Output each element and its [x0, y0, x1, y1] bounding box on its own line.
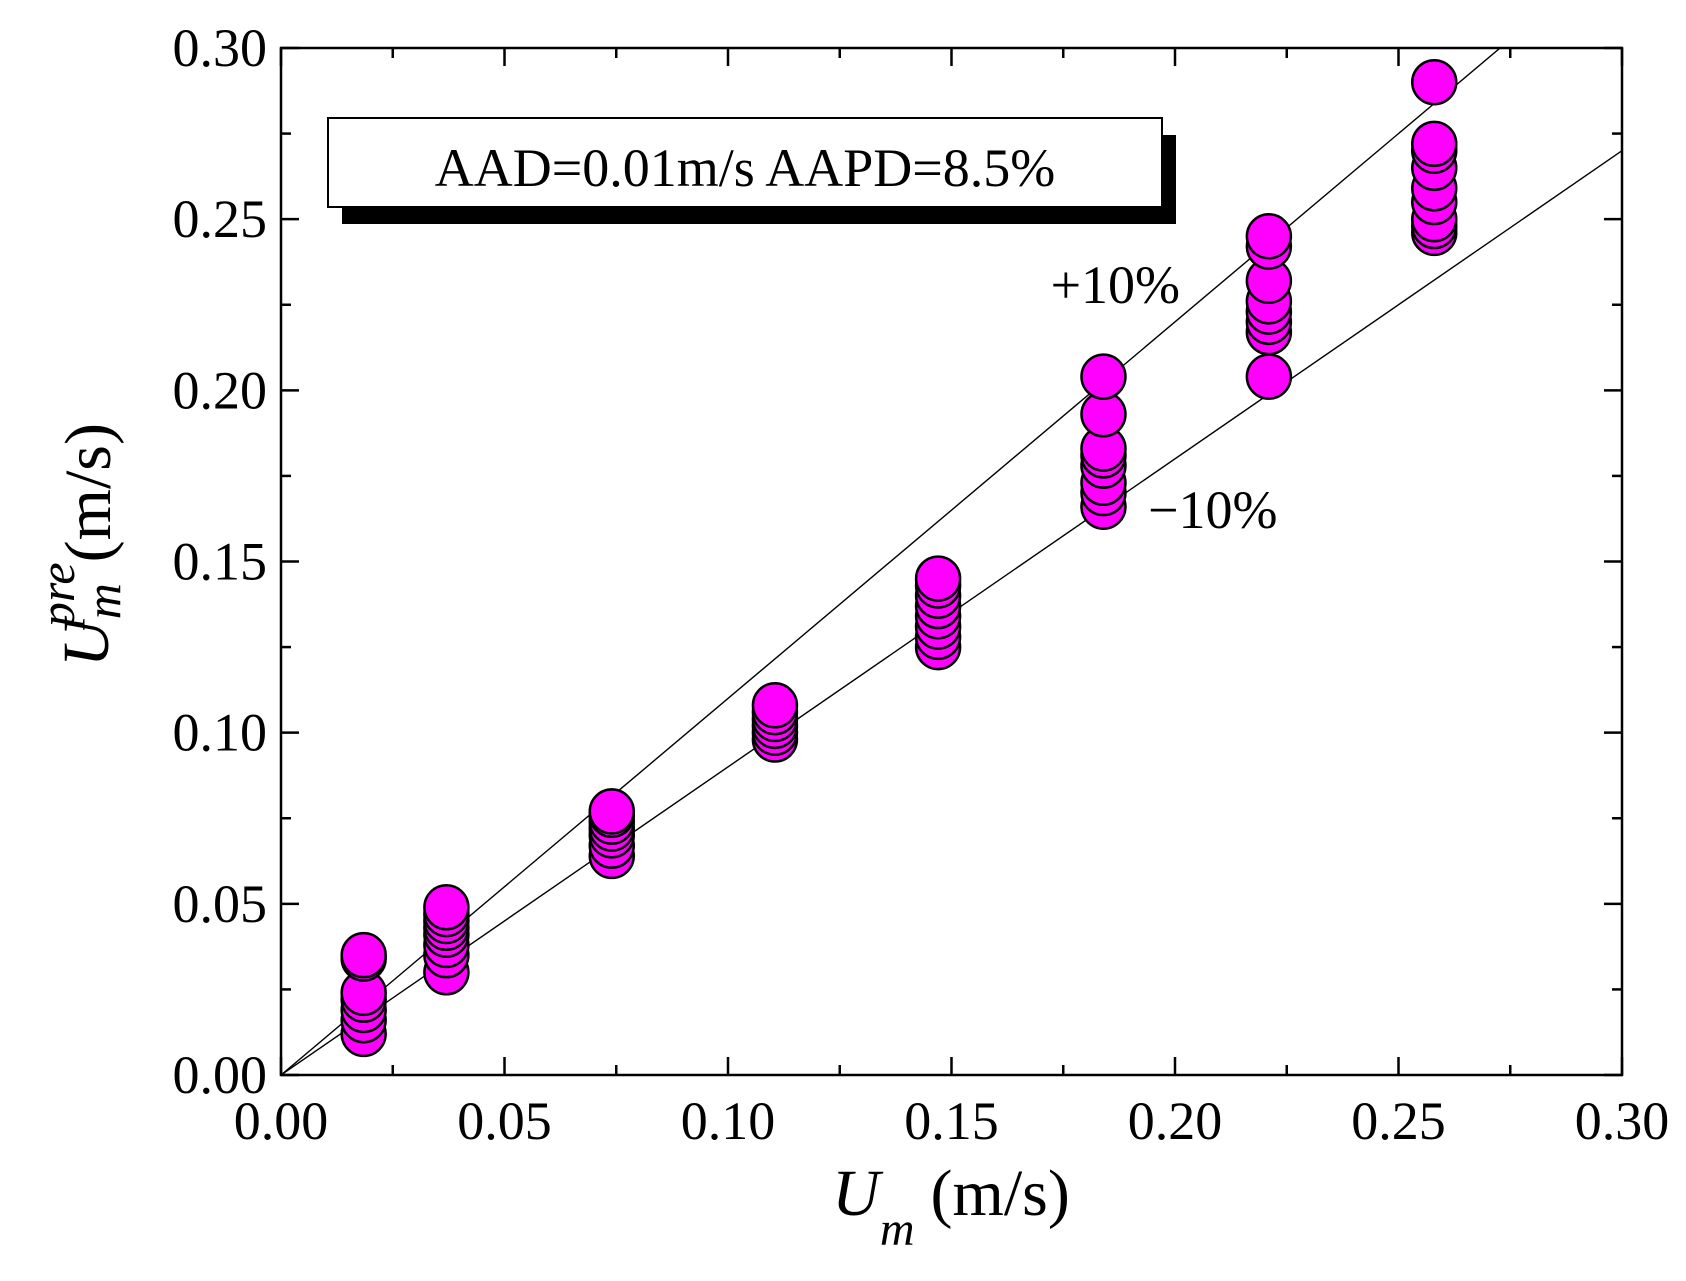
- data-point: [914, 555, 962, 602]
- data-point: [340, 931, 387, 979]
- y-tick-label: 0.00: [173, 1045, 268, 1105]
- x-tick-label: 0.30: [1575, 1091, 1670, 1151]
- data-point: [1411, 58, 1458, 106]
- x-tick-label: 0.10: [681, 1091, 776, 1151]
- plus-10-line: [281, 48, 1502, 1075]
- data-point: [423, 884, 470, 931]
- plus-10-label: +10%: [1051, 255, 1180, 315]
- data-point: [1245, 213, 1293, 260]
- y-title-units: (m/s): [52, 423, 125, 562]
- axis-ticks: [279, 46, 1624, 1077]
- stats-box: [327, 117, 1163, 208]
- data-point: [1080, 353, 1127, 400]
- x-tick-label: 0.15: [904, 1091, 999, 1151]
- y-axis-title: Umpre(m/s): [29, 423, 131, 667]
- svg-text:Umpre(m/s): Umpre(m/s): [29, 423, 131, 667]
- y-title-sup: pre: [29, 562, 85, 630]
- data-point: [1245, 353, 1293, 400]
- y-tick-label: 0.30: [173, 18, 268, 78]
- y-tick-label: 0.05: [173, 874, 268, 934]
- data-point: [588, 788, 636, 835]
- data-point: [751, 682, 799, 729]
- y-tick-label: 0.20: [173, 360, 268, 420]
- minus-10-label: −10%: [1148, 480, 1277, 540]
- x-title-main: U: [832, 1157, 884, 1230]
- y-tick-label: 0.10: [173, 703, 268, 763]
- x-tick-label: 0.00: [234, 1091, 329, 1151]
- x-tick-label: 0.05: [457, 1091, 552, 1151]
- y-tick-label: 0.15: [173, 532, 268, 592]
- data-points: [340, 58, 1458, 1058]
- y-tick-label: 0.25: [173, 189, 268, 249]
- x-axis-title: Um (m/s): [832, 1157, 1070, 1256]
- x-tick-label: 0.25: [1351, 1091, 1446, 1151]
- y-title-sub: m: [75, 583, 131, 619]
- x-title-sub: m: [880, 1203, 915, 1256]
- x-tick-label: 0.20: [1128, 1091, 1223, 1151]
- data-point: [1411, 120, 1458, 168]
- y-title-main: U: [50, 615, 123, 667]
- x-title-units: (m/s): [931, 1157, 1070, 1230]
- stats-box-text: AAD=0.01m/s AAPD=8.5%: [435, 138, 1055, 198]
